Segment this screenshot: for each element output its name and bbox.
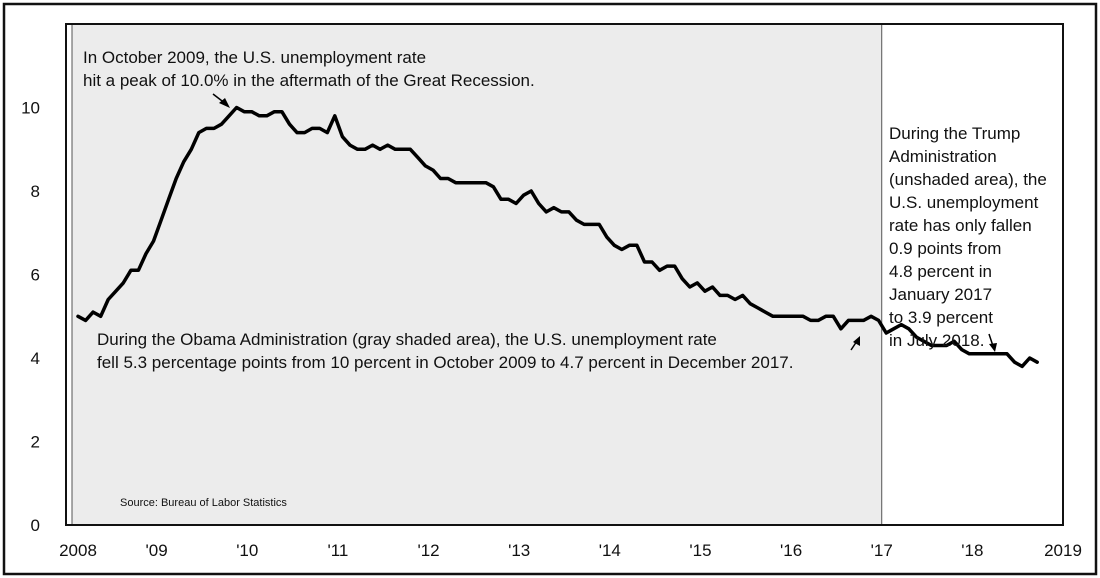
y-tick-label: 2 — [31, 433, 40, 452]
x-tick-label: 2008 — [59, 541, 97, 560]
x-tick-label: '17 — [871, 541, 893, 560]
trump-arrow-head — [989, 343, 997, 352]
annotation-peak-line-2: hit a peak of 10.0% in the aftermath of … — [83, 71, 535, 90]
x-tick-label: '10 — [236, 541, 258, 560]
annotation-obama-line-2: fell 5.3 percentage points from 10 perce… — [97, 353, 793, 372]
x-tick-label: '18 — [961, 541, 983, 560]
y-tick-label: 0 — [31, 516, 40, 535]
annotation-trump-line-1: During the Trump — [889, 124, 1020, 143]
y-tick-label: 6 — [31, 266, 40, 285]
annotation-obama: During the Obama Administration (gray sh… — [97, 330, 860, 372]
annotation-trump-line-7: 4.8 percent in — [889, 262, 992, 281]
annotation-trump-line-6: 0.9 points from — [889, 239, 1001, 258]
y-tick-label: 10 — [21, 99, 40, 118]
annotation-obama-line-1: During the Obama Administration (gray sh… — [97, 330, 717, 349]
annotation-trump-line-4: U.S. unemployment — [889, 193, 1039, 212]
x-axis-ticks: 2008 '09 '10 '11 '12 '13 '14 '15 '16 '17 '18 2019 — [59, 541, 1082, 560]
annotation-trump-line-5: rate has only fallen — [889, 216, 1032, 235]
x-tick-label: 2019 — [1044, 541, 1082, 560]
annotation-peak-line-1: In October 2009, the U.S. unemployment r… — [83, 48, 426, 67]
y-tick-label: 8 — [31, 182, 40, 201]
x-tick-label: '15 — [689, 541, 711, 560]
unemployment-rate-line — [76, 105, 1039, 369]
annotation-trump-line-2: Administration — [889, 147, 997, 166]
source-note: Source: Bureau of Labor Statistics — [120, 497, 287, 509]
annotation-peak: In October 2009, the U.S. unemployment r… — [83, 48, 535, 108]
y-axis-ticks: 0 2 4 6 8 10 — [21, 99, 40, 536]
plot-area-frame — [65, 23, 1064, 526]
x-tick-label: '11 — [327, 541, 348, 560]
x-tick-label: '14 — [599, 541, 621, 560]
annotation-trump-line-9: to 3.9 percent — [889, 308, 993, 327]
obama-shaded-region — [71, 23, 883, 526]
annotation-trump: During the Trump Administration (unshade… — [889, 124, 1047, 352]
peak-arrow-head — [219, 98, 230, 108]
obama-arrow-head — [853, 336, 860, 346]
x-tick-label: '09 — [146, 541, 168, 560]
y-tick-label: 4 — [31, 349, 40, 368]
annotation-trump-line-3: (unshaded area), the — [889, 170, 1047, 189]
x-tick-label: '16 — [780, 541, 802, 560]
x-tick-label: '13 — [508, 541, 530, 560]
x-tick-label: '12 — [417, 541, 439, 560]
annotation-trump-line-8: January 2017 — [889, 285, 992, 304]
annotation-trump-line-10: in July 2018. — [889, 331, 984, 350]
